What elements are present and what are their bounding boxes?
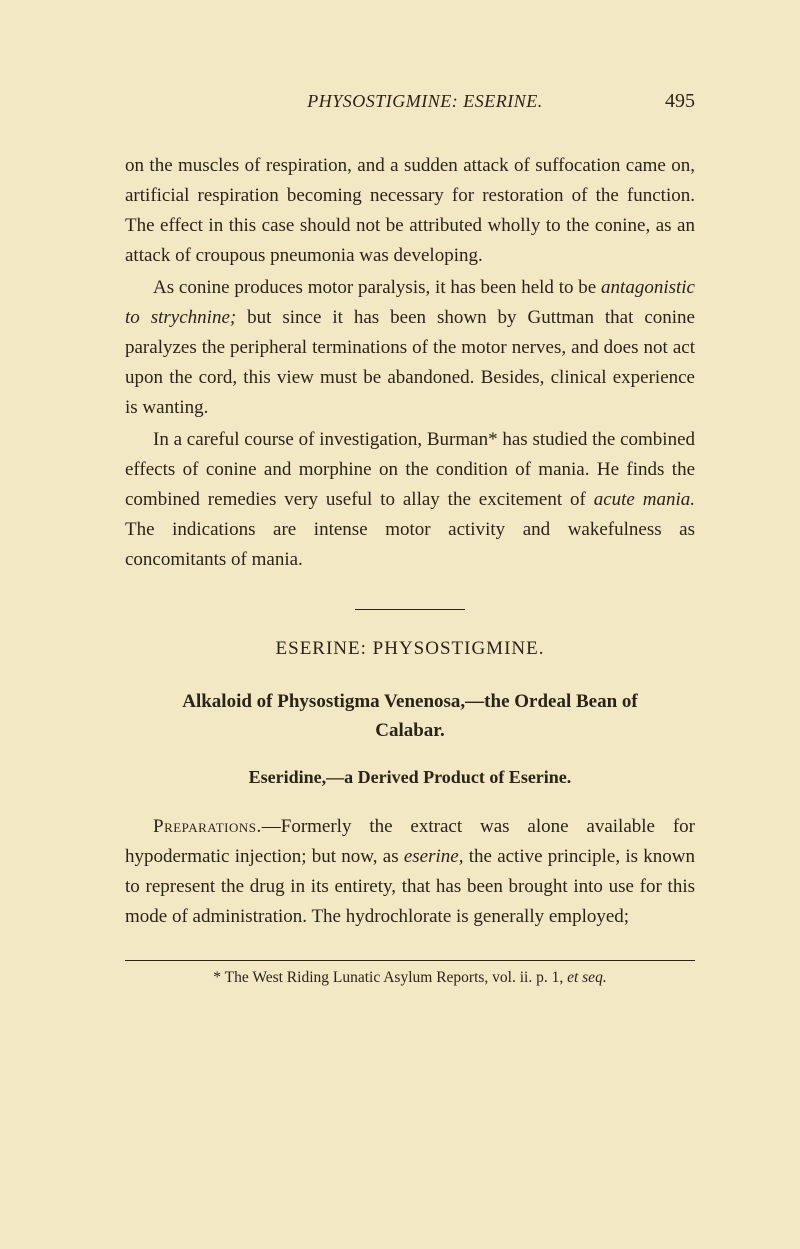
running-head: PHYSOSTIGMINE: ESERINE. 495 bbox=[125, 90, 695, 113]
text-run: As conine produces motor paralysis, it h… bbox=[153, 277, 601, 298]
subheading-alkaloid: Alkaloid of Physostigma Venenosa,—the Or… bbox=[125, 688, 695, 745]
section-title: ESERINE: PHYSOSTIGMINE. bbox=[125, 638, 695, 660]
italic-run: eserine, bbox=[404, 846, 464, 867]
paragraph-preparations: Preparations.—Formerly the extract was a… bbox=[125, 812, 695, 932]
paragraph-1: on the muscles of respiration, and a sud… bbox=[125, 151, 695, 271]
text-run: The indications are intense motor activi… bbox=[125, 519, 695, 570]
italic-run: acute mania. bbox=[594, 489, 695, 510]
page-number: 495 bbox=[665, 90, 695, 113]
body-text: on the muscles of respiration, and a sud… bbox=[125, 151, 695, 987]
subheading-eseridine: Eseridine,—a Derived Product of Eserine. bbox=[125, 767, 695, 788]
footnote-rule bbox=[125, 960, 695, 961]
footnote-text: * The West Riding Lunatic Asylum Reports… bbox=[213, 969, 567, 986]
page: PHYSOSTIGMINE: ESERINE. 495 on the muscl… bbox=[0, 0, 800, 1047]
footnote: * The West Riding Lunatic Asylum Reports… bbox=[125, 969, 695, 987]
running-title: PHYSOSTIGMINE: ESERINE. bbox=[185, 91, 665, 112]
paragraph-3: In a careful course of investigation, Bu… bbox=[125, 425, 695, 575]
subheading-line-1: Alkaloid of Physostigma Venenosa,—the Or… bbox=[182, 691, 638, 712]
paragraph-2: As conine produces motor paralysis, it h… bbox=[125, 273, 695, 423]
subheading-line-2: Calabar. bbox=[375, 720, 445, 741]
smallcaps-lead: Preparations. bbox=[153, 816, 262, 837]
section-divider-rule bbox=[355, 609, 465, 610]
footnote-italic: et seq. bbox=[567, 969, 607, 986]
